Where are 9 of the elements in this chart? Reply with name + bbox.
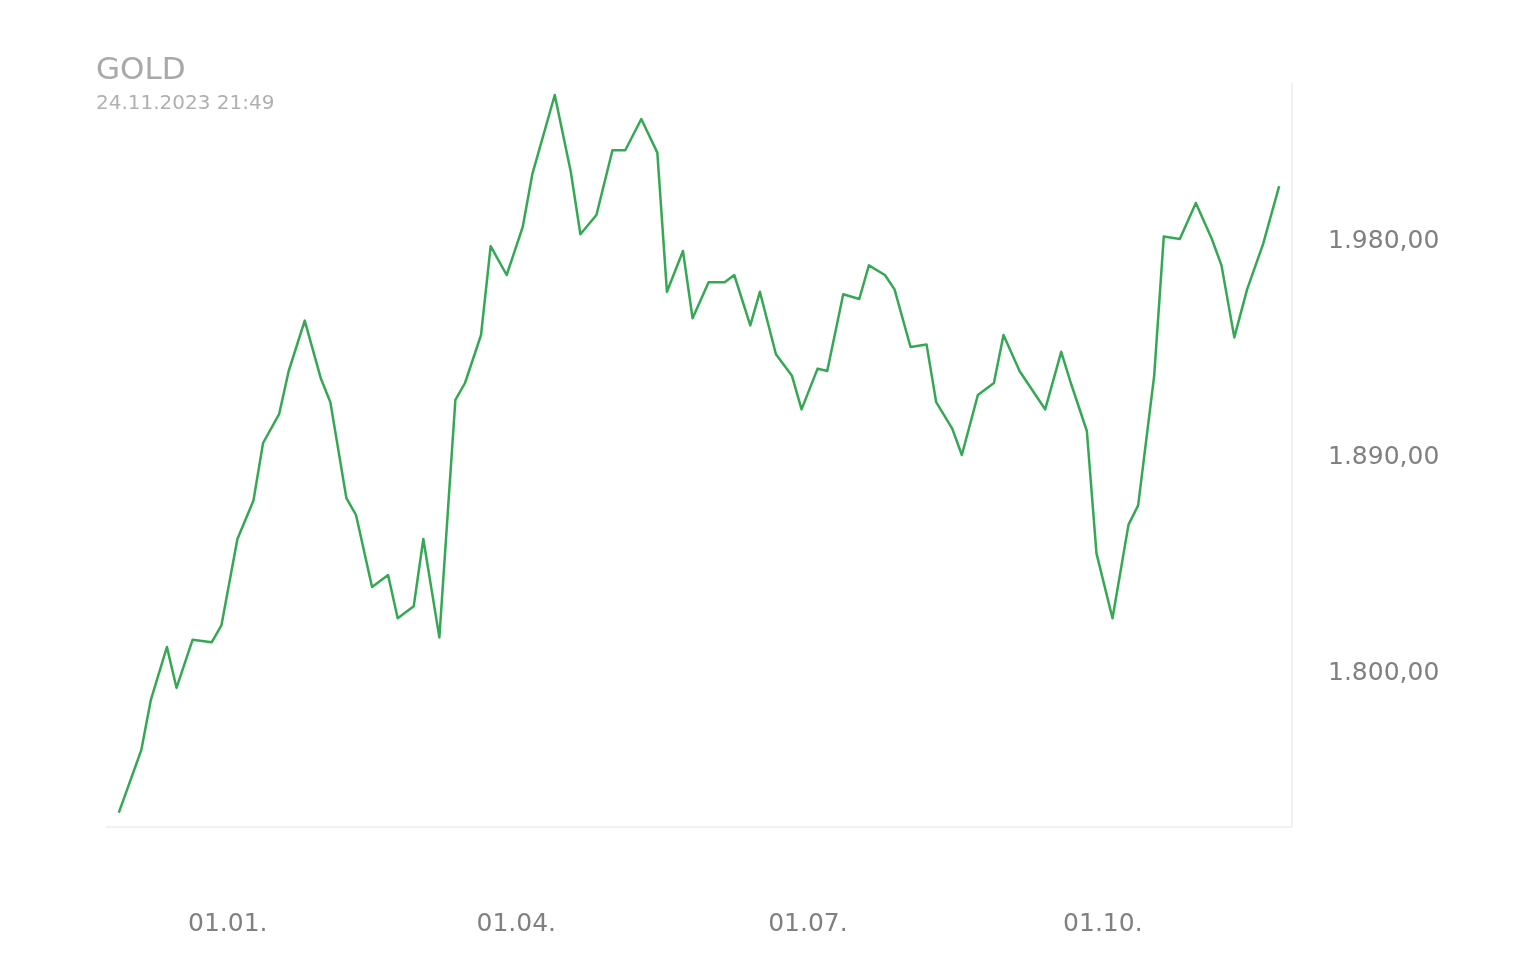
x-tick-label: 01.04. (476, 907, 557, 937)
x-tick-label: 01.10. (1063, 907, 1143, 937)
x-tick-label: 01.07. (768, 907, 848, 937)
chart-subtitle: 24.11.2023 21:49 (96, 90, 275, 114)
x-tick-label: 01.01. (188, 907, 268, 937)
y-tick-label: 1.890,00 (1328, 440, 1440, 470)
y-tick-label: 1.800,00 (1328, 656, 1440, 686)
chart-title: GOLD (96, 50, 186, 86)
y-tick-label: 1.980,00 (1328, 224, 1440, 254)
